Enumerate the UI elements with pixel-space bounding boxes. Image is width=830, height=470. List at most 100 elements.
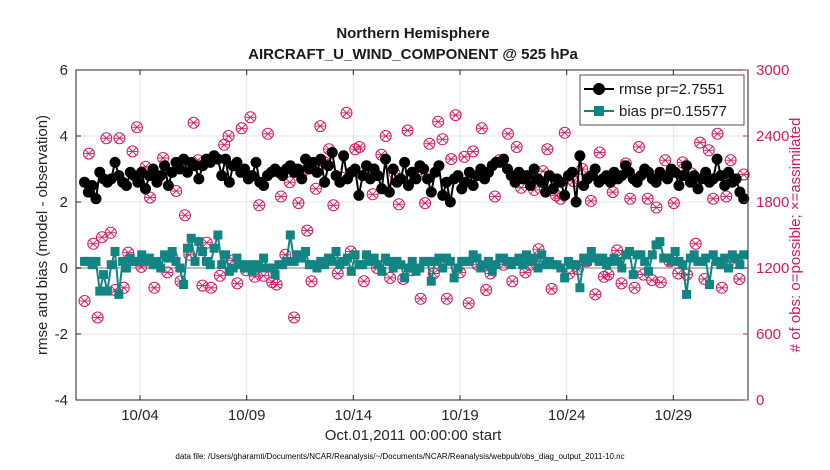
obs-possible-circle — [480, 284, 493, 296]
obs-count-marker — [222, 130, 235, 142]
bias-point — [133, 256, 143, 266]
y-axis-label-right: # of obs: o=possible; ×=assimilated — [787, 118, 804, 353]
obs-count-marker — [196, 279, 209, 292]
rmse-point — [162, 180, 174, 191]
obs-count-marker — [545, 282, 558, 295]
bias-point — [571, 260, 581, 270]
obs-count-marker — [488, 190, 501, 203]
obs-possible-circle — [715, 281, 728, 294]
rmse-point — [220, 153, 232, 165]
y-tick-label-left: -4 — [55, 392, 68, 409]
obs-possible-circle — [130, 121, 143, 134]
bias-point — [472, 253, 482, 263]
obs-possible-circle — [392, 198, 405, 211]
obs-count-marker — [449, 109, 462, 122]
obs-possible-circle — [510, 141, 523, 153]
bias-point — [259, 253, 269, 263]
obs-count-marker — [659, 154, 672, 167]
y-tick-label-left: -2 — [55, 326, 68, 343]
bias-point — [556, 263, 566, 273]
bias-point — [613, 256, 623, 266]
axis-ticks: 10/04 10/09 10/14 10/19 10/24 10/29 -4 -2 0 2 4 6 0 6… — [55, 62, 790, 424]
obs-possible-circle — [100, 132, 113, 145]
bias-point — [228, 263, 238, 273]
obs-possible-circle — [423, 137, 436, 150]
obs-count-marker — [480, 284, 493, 296]
legend: rmse pr=2.7551 bias pr=0.15577 — [579, 74, 745, 126]
rmse-point — [216, 170, 228, 182]
bias-point — [682, 289, 692, 299]
obs-count-marker — [667, 197, 680, 210]
y-tick-label-left: 2 — [60, 194, 68, 211]
rmse-point — [677, 170, 689, 182]
bias-point — [617, 263, 627, 273]
obs-count-marker — [288, 311, 301, 324]
rmse-point — [589, 163, 601, 175]
rmse-point — [528, 163, 540, 175]
obs-possible-circle — [91, 311, 104, 324]
bias-point — [701, 253, 711, 263]
rmse-point — [296, 173, 308, 185]
obs-count-marker — [144, 191, 157, 204]
rmse-point — [444, 196, 456, 208]
bias-point — [320, 260, 330, 270]
bias-point — [731, 253, 741, 263]
obs-possible-circle — [593, 146, 606, 159]
legend-rmse-marker — [593, 83, 605, 95]
obs-possible-circle — [720, 190, 733, 203]
obs-possible-circle — [724, 154, 737, 167]
legend-bias-marker — [594, 106, 604, 116]
obs-count-marker — [654, 276, 667, 289]
obs-count-marker — [292, 197, 305, 210]
obs-count-marker — [724, 154, 737, 167]
obs-possible-circle — [545, 282, 558, 295]
bias-point — [182, 243, 192, 253]
obs-count-marker — [235, 122, 248, 135]
bias-point — [628, 270, 638, 280]
rmse-point — [322, 160, 334, 172]
obs-possible-circle — [419, 197, 432, 210]
obs-count-marker — [100, 132, 113, 145]
bias-point — [647, 250, 657, 260]
obs-count-marker — [148, 281, 161, 294]
bias-point — [205, 260, 215, 270]
bias-point — [422, 256, 432, 266]
rmse-point — [383, 186, 395, 198]
rmse-point — [139, 183, 151, 195]
bias-point — [362, 250, 372, 260]
bias-point — [99, 270, 109, 280]
obs-count-marker — [231, 277, 244, 290]
obs-possible-circle — [615, 277, 628, 290]
obs-possible-circle — [654, 276, 667, 289]
x-tick-label: 10/19 — [441, 407, 479, 424]
rmse-point — [231, 156, 243, 168]
bias-series — [80, 230, 749, 299]
obs-count-marker — [462, 297, 475, 310]
obs-possible-circle — [222, 130, 235, 142]
bias-point — [678, 260, 688, 270]
obs-count-marker — [392, 198, 405, 211]
bias-point — [438, 263, 448, 273]
obs-possible-circle — [659, 154, 672, 167]
bias-point — [190, 256, 200, 266]
rmse-point — [239, 163, 251, 175]
bias-point — [560, 273, 570, 283]
bias-point — [152, 256, 162, 266]
bias-point — [186, 233, 196, 243]
obs-possible-circle — [104, 226, 117, 239]
rmse-point — [349, 163, 361, 175]
obs-count-marker — [178, 209, 191, 222]
rmse-point — [372, 170, 384, 182]
obs-count-marker — [510, 141, 523, 153]
data-file-footnote: data file: /Users/gharamti/Documents/NCA… — [175, 452, 624, 461]
rmse-point — [387, 163, 399, 175]
obs-count-marker — [628, 281, 641, 294]
obs-possible-circle — [379, 130, 392, 142]
bias-point — [586, 247, 596, 256]
bias-point — [301, 247, 311, 256]
obs-possible-circle — [144, 191, 157, 204]
bias-point — [666, 256, 676, 266]
obs-count-marker — [327, 199, 340, 212]
obs-count-marker — [366, 188, 379, 201]
